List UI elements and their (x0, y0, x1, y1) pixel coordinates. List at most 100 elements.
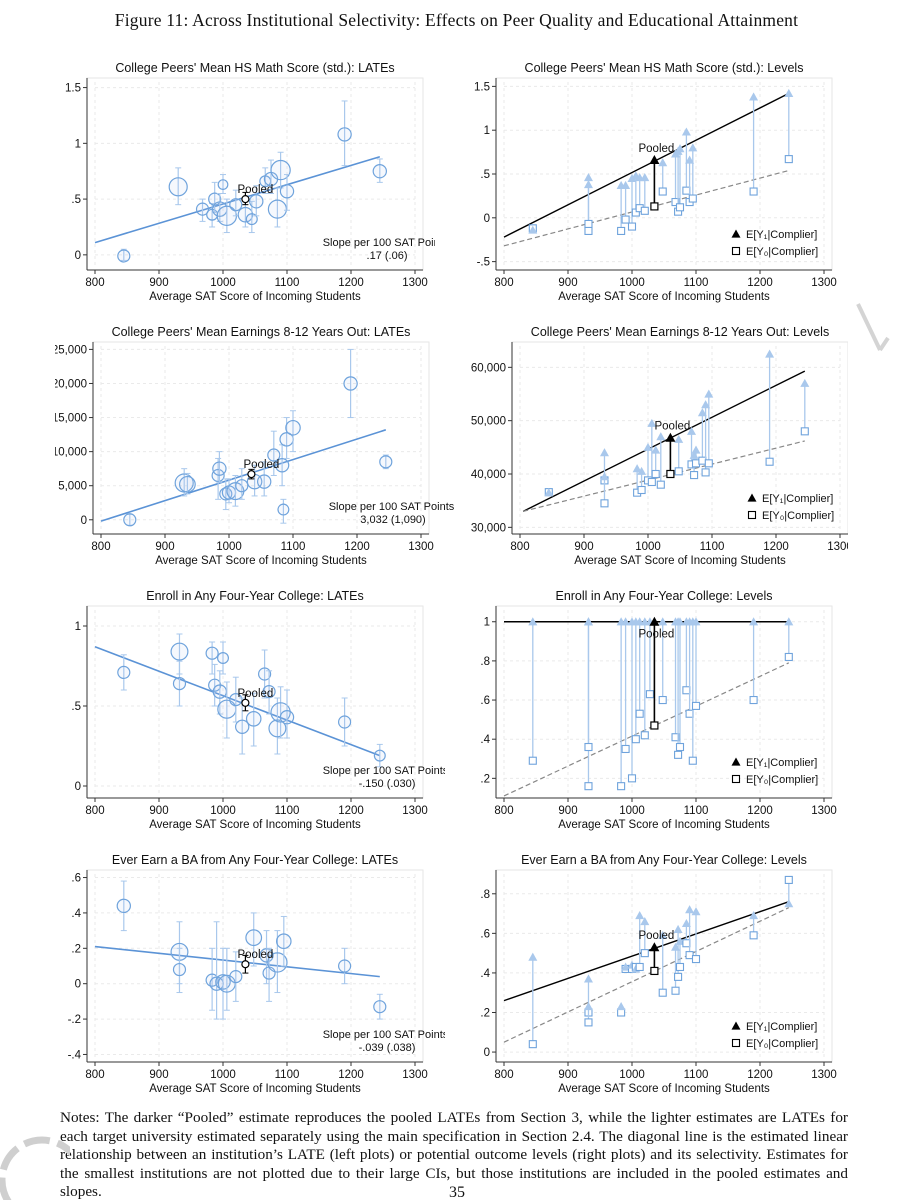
fitted-line-untreated (503, 662, 790, 797)
x-tick-label: 1200 (344, 541, 370, 553)
x-tick-label: 900 (149, 805, 168, 817)
untreated-marker (584, 742, 593, 752)
untreated-marker (651, 469, 660, 479)
slope-label: Slope per 100 SAT Points: (323, 237, 435, 249)
fitted-line-untreated (503, 907, 790, 1043)
treated-marker (658, 930, 668, 939)
x-tick-label: 800 (85, 805, 104, 817)
x-tick-label: 1000 (216, 541, 242, 553)
slope-label: Slope per 100 SAT Points: (323, 765, 445, 777)
untreated-marker (784, 155, 793, 164)
institution-marker (117, 665, 131, 680)
untreated-marker (584, 1018, 593, 1027)
untreated-marker (656, 480, 665, 489)
untreated-marker (682, 686, 691, 695)
pooled-label: Pooled (237, 688, 273, 700)
institution-marker (249, 194, 264, 209)
treated-marker (704, 389, 714, 398)
institution-marker (229, 970, 243, 984)
chart-ba-levels: Ever Earn a BA from Any Four-Year Colleg… (480, 853, 836, 1095)
pooled-treated-marker (649, 616, 660, 626)
y-tick-label: .8 (480, 889, 490, 901)
untreated-marker (674, 467, 683, 476)
treated-marker (673, 924, 683, 933)
legend-untreated-label: E[Y₀|Complier] (746, 1038, 818, 1050)
y-tick-label: 10,000 (55, 447, 87, 459)
x-tick-label: 1100 (275, 805, 300, 817)
y-tick-label: 25,000 (55, 344, 87, 356)
figure-caption: Figure 11: Across Institutional Selectiv… (114, 10, 799, 30)
x-tick-label: 1300 (811, 805, 837, 817)
slope-value: .17 (.06) (367, 250, 408, 262)
institution-marker (168, 177, 188, 197)
untreated-marker (647, 477, 656, 487)
untreated-marker (640, 206, 649, 215)
chart-title: College Peers' Mean Earnings 8-12 Years … (531, 325, 829, 339)
institution-marker (170, 642, 189, 661)
untreated-marker (682, 939, 691, 948)
untreated-marker (749, 931, 758, 940)
pooled-untreated-marker (650, 966, 659, 976)
pooled-marker (247, 470, 256, 479)
x-tick-label: 1300 (402, 805, 428, 817)
x-axis-label: Average SAT Score of Incoming Students (149, 819, 361, 831)
untreated-marker (640, 731, 649, 740)
x-tick-label: 1100 (684, 277, 709, 289)
untreated-marker (617, 782, 626, 791)
y-tick-label: .6 (480, 928, 490, 940)
treated-marker (675, 617, 685, 626)
institution-marker (270, 702, 291, 723)
institution-marker (245, 213, 258, 226)
legend-treated-icon (731, 757, 741, 766)
untreated-marker (584, 219, 593, 228)
untreated-marker (658, 187, 667, 196)
x-tick-label: 800 (510, 541, 529, 553)
institution-marker (123, 513, 137, 527)
institution-marker (245, 929, 263, 947)
treated-marker (749, 911, 759, 920)
pooled-untreated-marker (666, 469, 675, 479)
treated-marker (749, 92, 759, 101)
institution-marker (195, 202, 210, 216)
treated-marker (749, 617, 759, 626)
plot-frame (86, 77, 424, 271)
x-tick-label: 1100 (684, 805, 709, 817)
y-tick-label: .2 (71, 943, 81, 955)
institution-marker (373, 1000, 387, 1014)
treated-marker (651, 445, 661, 454)
untreated-marker (658, 988, 667, 997)
treated-marker (528, 952, 538, 961)
x-axis-label: Average SAT Score of Incoming Students (558, 291, 770, 303)
y-tick-label: 1 (75, 138, 81, 150)
y-tick-label: 60,000 (471, 362, 506, 374)
chart-earn-levels: College Peers' Mean Earnings 8-12 Years … (471, 325, 848, 567)
treated-marker (544, 488, 554, 497)
fitted-line (94, 945, 380, 978)
untreated-marker (645, 690, 654, 699)
institution-marker (205, 646, 219, 660)
treated-marker (674, 434, 684, 443)
panel-math-levels: College Peers' Mean HS Math Score (std.)… (468, 56, 848, 311)
y-tick-label: 0 (75, 781, 81, 793)
panel-earn-levels: College Peers' Mean Earnings 8-12 Years … (468, 320, 848, 575)
untreated-marker (671, 986, 680, 995)
treated-marker (687, 426, 697, 435)
pooled-label: Pooled (638, 143, 674, 155)
treated-marker (647, 418, 657, 427)
treated-marker (599, 448, 609, 457)
page-number: 35 (446, 1184, 468, 1202)
slope-label: Slope per 100 SAT Points: (323, 1029, 445, 1041)
legend-untreated-icon (731, 246, 741, 256)
pooled-label: Pooled (243, 459, 279, 471)
institution-marker (372, 164, 387, 179)
slope-value: 3,032 (1,090) (360, 514, 425, 526)
x-tick-label: 1200 (747, 277, 773, 289)
treated-marker (583, 617, 593, 626)
untreated-marker (671, 733, 680, 742)
x-tick-label: 1000 (619, 805, 645, 817)
legend-treated-icon (731, 229, 741, 238)
x-tick-label: 1100 (275, 1069, 300, 1081)
untreated-marker (617, 226, 626, 236)
x-tick-label: 1100 (281, 541, 306, 553)
pooled-label: Pooled (638, 629, 674, 641)
